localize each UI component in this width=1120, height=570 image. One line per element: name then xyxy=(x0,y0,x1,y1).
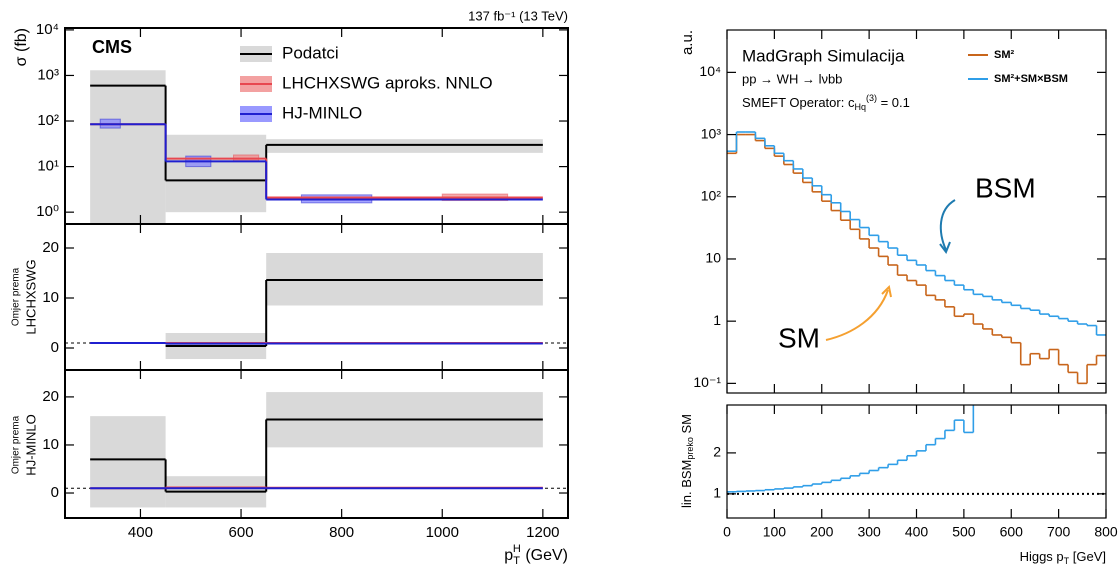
sm-arrow xyxy=(825,289,889,341)
legend-label: HJ-MINLO xyxy=(282,103,362,122)
legend-label: SM²+SM×BSM xyxy=(994,73,1068,85)
y-tick-label: 10¹ xyxy=(37,158,59,175)
operator-value: = 0.1 xyxy=(877,95,910,110)
y-tick-label: 10³ xyxy=(701,125,722,141)
x-tick-label: 100 xyxy=(763,524,787,540)
y-tick-label: 10⁻¹ xyxy=(693,374,721,390)
x-label-sup: H xyxy=(513,543,521,555)
y-axis-label: σ (fb) xyxy=(13,28,30,66)
plot-area xyxy=(727,405,1106,495)
process-label: pp → WH → lνbb xyxy=(742,71,842,86)
x-tick-label: 800 xyxy=(1094,524,1118,540)
bsm-arrow xyxy=(939,199,956,251)
sm-arrowhead xyxy=(881,284,892,298)
uncertainty-band xyxy=(165,134,267,213)
x-tick-label: 1000 xyxy=(426,524,459,541)
plot-area xyxy=(90,70,543,224)
y-axis-label: HJ-MINLO xyxy=(23,414,38,475)
x-label-unit: (GeV) xyxy=(521,547,568,564)
x-tick-label: 200 xyxy=(810,524,834,540)
x-label-sub: T xyxy=(1064,556,1070,566)
x-tick-label: 500 xyxy=(952,524,976,540)
y-tick-label: 10⁴ xyxy=(36,21,59,38)
operator-main: SMEFT Operator: c xyxy=(742,95,855,110)
y-tick-label: 10 xyxy=(705,250,721,266)
y-axis-label: Omjer prema xyxy=(11,267,22,326)
y-axis-label: LHCHXSWG xyxy=(23,259,38,334)
uncertainty-band xyxy=(266,139,543,153)
x-axis-label: pTH (GeV) xyxy=(504,543,568,567)
lumi-label: 137 fb⁻¹ (13 TeV) xyxy=(468,8,568,23)
y-tick-label: 20 xyxy=(42,239,59,256)
cms-logo: CMS xyxy=(92,37,132,57)
y-tick-label: 2 xyxy=(713,444,721,460)
uncertainty-band xyxy=(90,70,166,224)
y-tick-label: 10⁰ xyxy=(36,203,59,220)
y-label-main: lin. BSM xyxy=(679,460,694,508)
x-tick-label: 0 xyxy=(723,524,731,540)
y-label-sub: preko xyxy=(685,437,695,460)
y-axis-label: Omjer prema xyxy=(11,415,22,474)
y-tick-label: 10 xyxy=(42,289,59,306)
y-tick-label: 20 xyxy=(42,388,59,405)
y-tick-label: 1 xyxy=(713,485,721,501)
annotation: BSM xyxy=(975,172,1036,203)
x-label-sub: T xyxy=(513,555,520,567)
y-tick-label: 1 xyxy=(713,312,721,328)
axes-frame xyxy=(726,404,1107,519)
x-axis-label: Higgs pT [GeV] xyxy=(1020,549,1106,566)
plot-area xyxy=(727,131,1106,385)
annotation: SM xyxy=(778,322,820,353)
bsm-arrowhead xyxy=(939,241,951,255)
x-tick-label: 700 xyxy=(1047,524,1071,540)
y-tick-label: 0 xyxy=(51,339,59,356)
x-label-unit: [GeV] xyxy=(1069,549,1106,564)
x-label-main: p xyxy=(504,547,513,564)
legend-label: LHCHXSWG aproks. NNLO xyxy=(282,73,493,92)
y-axis-label: lin. BSMpreko SM xyxy=(679,414,695,508)
legend-label: Podatci xyxy=(282,43,339,62)
y-tick-label: 10⁴ xyxy=(699,63,721,79)
x-tick-label: 1200 xyxy=(526,524,559,541)
x-tick-label: 800 xyxy=(329,524,354,541)
operator-label: SMEFT Operator: cHq(3) = 0.1 xyxy=(742,93,910,112)
plot-area xyxy=(65,392,568,508)
axes-frame xyxy=(64,369,569,519)
plot-area xyxy=(65,253,568,359)
x-tick-label: 600 xyxy=(229,524,254,541)
operator-sup: (3) xyxy=(866,93,877,103)
y-tick-label: 10² xyxy=(37,112,59,129)
x-tick-label: 300 xyxy=(857,524,881,540)
y-tick-label: 10² xyxy=(701,187,722,203)
y-tick-label: 0 xyxy=(51,484,59,501)
operator-sub: Hq xyxy=(854,102,866,112)
legend-label: SM² xyxy=(994,49,1015,61)
x-tick-label: 400 xyxy=(128,524,153,541)
chart-title: MadGraph Simulacija xyxy=(742,46,905,65)
y-tick-label: 10³ xyxy=(37,66,59,83)
uncertainty-band xyxy=(90,416,166,508)
y-tick-label: 10 xyxy=(42,436,59,453)
x-tick-label: 600 xyxy=(1000,524,1024,540)
y-label-end: SM xyxy=(679,414,694,437)
y-axis-label: a.u. xyxy=(679,30,696,55)
x-label-main: Higgs p xyxy=(1020,549,1064,564)
x-tick-label: 400 xyxy=(905,524,929,540)
